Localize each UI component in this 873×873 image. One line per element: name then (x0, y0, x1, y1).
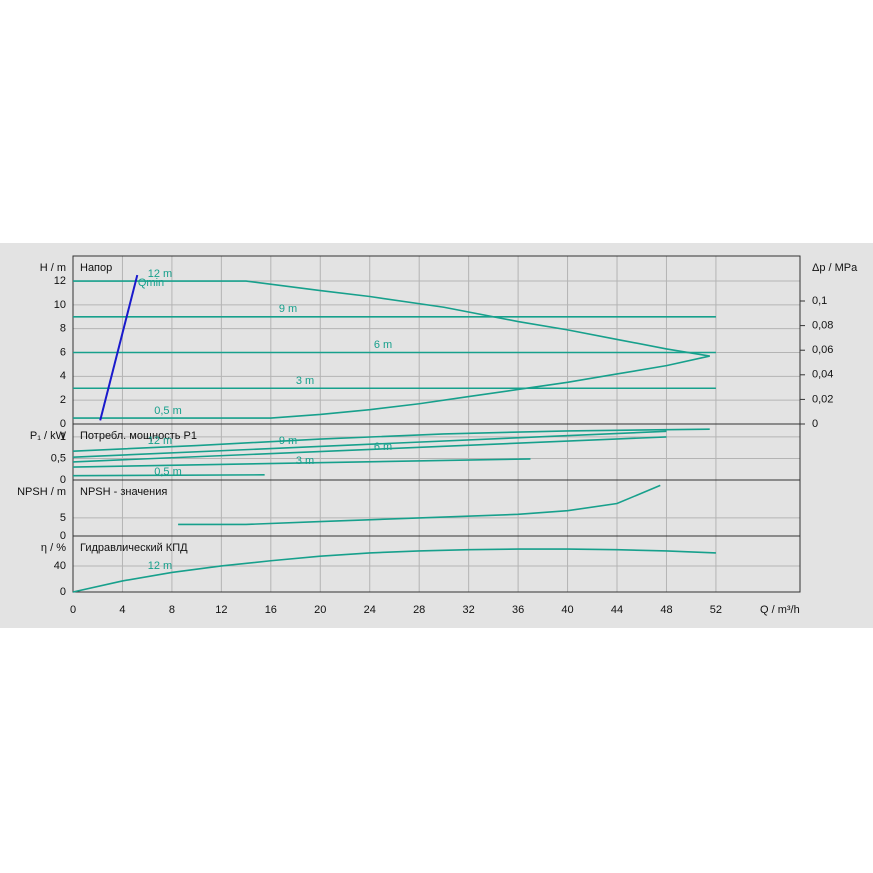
curve (99, 274, 139, 421)
curve (72, 458, 531, 468)
y2-tick-label: 0,1 (812, 295, 827, 307)
x-tick-label: 52 (710, 604, 722, 616)
curve (72, 474, 265, 477)
curve-label: Qmin (138, 277, 164, 289)
y-tick-label: 5 (60, 512, 66, 524)
y-tick-label: 0 (60, 530, 66, 542)
x-tick-label: 24 (364, 604, 376, 616)
y-axis-label: η / % (41, 542, 66, 554)
curve-label: 9 m (279, 303, 297, 315)
y2-tick-label: 0,06 (812, 344, 833, 356)
x-tick-label: 44 (611, 604, 623, 616)
curve (73, 280, 710, 357)
y-tick-label: 4 (60, 370, 66, 382)
x-tick-label: 40 (561, 604, 573, 616)
y-tick-label: 1 (60, 431, 66, 443)
x-tick-label: 32 (463, 604, 475, 616)
x-tick-label: 4 (119, 604, 125, 616)
y-axis-label: P₁ / kW (30, 430, 67, 442)
y-tick-label: 0 (60, 474, 66, 486)
x-tick-label: 16 (265, 604, 277, 616)
curve (178, 484, 661, 526)
y-axis-label: NPSH / m (17, 486, 66, 498)
curve-label: 6 m (374, 339, 392, 351)
x-tick-label: 0 (70, 604, 76, 616)
y2-tick-label: 0,02 (812, 393, 833, 405)
y-tick-label: 0 (60, 586, 66, 598)
y2-tick-label: 0 (812, 418, 818, 430)
curve (72, 428, 710, 452)
x-tick-label: 28 (413, 604, 425, 616)
curve-label: 12 m (148, 435, 172, 447)
x-axis-label: Q / m³/h (760, 604, 800, 616)
curve-label: 6 m (374, 441, 392, 453)
x-tick-label: 36 (512, 604, 524, 616)
y-tick-label: 12 (54, 275, 66, 287)
y-tick-label: 2 (60, 394, 66, 406)
curve (73, 355, 710, 419)
y-tick-label: 6 (60, 346, 66, 358)
curve-label: 9 m (279, 435, 297, 447)
panel-title: Потребл. мощность P1 (80, 430, 197, 442)
panel-title: NPSH - значения (80, 486, 167, 498)
y-axis-label: H / m (40, 262, 66, 274)
x-tick-label: 48 (660, 604, 672, 616)
plot-frame (72, 535, 801, 593)
y-tick-label: 10 (54, 299, 66, 311)
curve (72, 436, 667, 463)
x-tick-label: 8 (169, 604, 175, 616)
curve-label: 3 m (296, 455, 314, 467)
x-tick-label: 20 (314, 604, 326, 616)
curve (72, 548, 716, 593)
x-tick-label: 12 (215, 604, 227, 616)
y2-tick-label: 0,04 (812, 369, 833, 381)
curve-label: 3 m (296, 375, 314, 387)
y-tick-label: 0 (60, 418, 66, 430)
y-tick-label: 40 (54, 560, 66, 572)
y2-tick-label: 0,08 (812, 320, 833, 332)
curve (72, 430, 667, 458)
panel-title: Гидравлический КПД (80, 542, 188, 554)
curve-label: 12 m (148, 268, 172, 280)
panel-background (0, 243, 873, 628)
curve-label: 12 m (148, 560, 172, 572)
panel-title: Напор (80, 262, 112, 274)
y2-axis-label: Δp / MPa (812, 262, 858, 274)
y-tick-label: 0,5 (51, 452, 66, 464)
curve-label: 0,5 m (154, 405, 182, 417)
y-tick-label: 8 (60, 323, 66, 335)
curve-label: 0,5 m (154, 466, 182, 478)
